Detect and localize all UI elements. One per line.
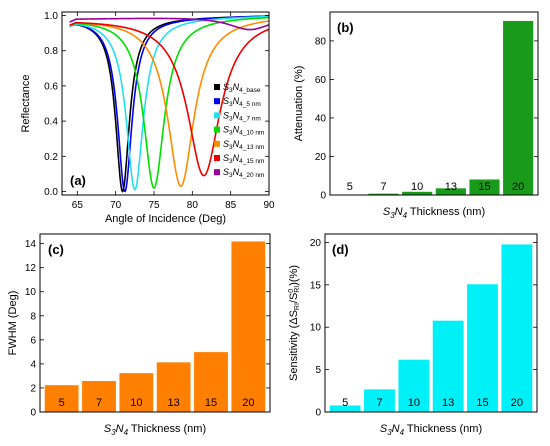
panel-c: 5 7 10 13 15 20 0 2 4 6 8 10 12 14 S3N4 Thickness (nm)… bbox=[7, 233, 271, 437]
x-tick-label-a: 90 bbox=[263, 200, 275, 211]
y-tick-label-b: 80 bbox=[315, 36, 327, 47]
legend-swatch-5 bbox=[214, 155, 220, 161]
bar-label-3: 13 bbox=[168, 397, 180, 409]
bar-5 bbox=[502, 20, 534, 196]
y-tick-label-c: 14 bbox=[25, 239, 37, 250]
panel-b: 5 7 10 13 15 20 0 20 40 60 80 S3N4 Thickness (nm) At… bbox=[293, 11, 539, 220]
bar-label-0: 5 bbox=[342, 397, 348, 409]
curve-2 bbox=[69, 15, 270, 191]
y-tick-label-c: 0 bbox=[30, 408, 36, 419]
y-tick-label-b: 60 bbox=[315, 75, 327, 86]
y-tick-label-a: 0.0 bbox=[44, 187, 58, 198]
bar-label-5: 20 bbox=[242, 397, 254, 409]
bar-label-1: 7 bbox=[380, 181, 386, 193]
panel-a: 65 70 75 80 85 90 0.0 0.2 0.4 0.6 0.8 1.0 Angle of I… bbox=[20, 11, 275, 225]
bar-label-2: 10 bbox=[130, 397, 142, 409]
legend-swatch-1 bbox=[214, 98, 220, 105]
bar-label-4: 15 bbox=[478, 181, 490, 193]
bar-label-2: 10 bbox=[411, 181, 423, 193]
bar-4 bbox=[466, 283, 499, 413]
y-tick-label-c: 2 bbox=[30, 383, 36, 394]
bar-1 bbox=[81, 380, 117, 413]
curve-5 bbox=[69, 21, 270, 177]
bar-label-1: 7 bbox=[96, 397, 102, 409]
bar-3 bbox=[156, 361, 192, 413]
legend-entry-4: S3N4_13 nm bbox=[223, 139, 264, 151]
y-tick-label-a: 1.0 bbox=[44, 11, 58, 22]
plot-frame-b bbox=[329, 11, 539, 196]
bar-5 bbox=[500, 243, 533, 413]
x-tick-label-a: 75 bbox=[148, 200, 160, 211]
y-tick-label-c: 8 bbox=[30, 311, 36, 322]
panel-label-a: (a) bbox=[70, 173, 86, 188]
y-axis-label-b: Attenuation (%) bbox=[293, 66, 305, 142]
y-tick-label-c: 12 bbox=[25, 263, 37, 274]
panel-label-d: (d) bbox=[332, 242, 349, 257]
bar-label-4: 15 bbox=[205, 397, 217, 409]
plot-frame-d bbox=[324, 233, 538, 413]
y-tick-label-b: 40 bbox=[315, 113, 327, 124]
legend-swatch-6 bbox=[214, 169, 220, 176]
bar-label-4: 15 bbox=[476, 397, 488, 409]
bar-2 bbox=[118, 372, 154, 413]
x-axis-label-b: S3N4 Thickness (nm) bbox=[383, 206, 485, 220]
y-tick-label-a: 0.8 bbox=[44, 46, 58, 57]
legend-entry-0: S3N4_base bbox=[223, 82, 261, 94]
bar-5 bbox=[230, 240, 266, 413]
curve-4 bbox=[69, 20, 270, 187]
legend-swatch-3 bbox=[214, 126, 220, 133]
y-tick-label-a: 0.4 bbox=[44, 117, 58, 128]
y-axis-label-c: FWHM (Deg) bbox=[7, 291, 19, 356]
x-axis-label-d: S3N4 Thickness (nm) bbox=[380, 423, 482, 437]
legend-entry-5: S3N4_15 nm bbox=[223, 153, 264, 165]
x-tick-label-a: 65 bbox=[72, 200, 84, 211]
bar-label-0: 5 bbox=[59, 397, 65, 409]
x-axis-label-c: S3N4 Thickness (nm) bbox=[104, 423, 206, 437]
x-tick-label-a: 70 bbox=[110, 200, 122, 211]
bar-4 bbox=[193, 351, 229, 413]
bar-label-3: 13 bbox=[442, 397, 454, 409]
plot-frame-a bbox=[61, 11, 270, 196]
plot-frame-c bbox=[39, 233, 271, 413]
legend-swatch-4 bbox=[214, 140, 220, 147]
bar-label-5: 20 bbox=[512, 181, 524, 193]
bar-label-2: 10 bbox=[408, 397, 420, 409]
x-tick-label-a: 80 bbox=[187, 200, 199, 211]
bar-2 bbox=[397, 359, 430, 413]
x-axis-label-a: Angle of Incidence (Deg) bbox=[105, 213, 226, 225]
y-tick-label-d: 10 bbox=[310, 323, 322, 334]
y-tick-label-c: 4 bbox=[30, 359, 36, 370]
y-tick-label-d: 20 bbox=[310, 238, 322, 249]
panel-label-c: (c) bbox=[48, 242, 64, 257]
y-tick-label-a: 0.6 bbox=[44, 81, 58, 92]
y-tick-label-d: 5 bbox=[315, 365, 321, 376]
curve-3 bbox=[69, 16, 270, 189]
y-axis-label-d: Sensitivity (ΔSRI/S0RI)(%) bbox=[288, 265, 301, 381]
legend-swatch-0 bbox=[214, 84, 220, 90]
x-tick-label-a: 85 bbox=[225, 200, 237, 211]
y-tick-label-d: 15 bbox=[310, 280, 322, 291]
y-axis-label-a: Reflectance bbox=[20, 74, 32, 132]
bar-label-3: 13 bbox=[445, 181, 457, 193]
y-tick-label-a: 0.2 bbox=[44, 152, 58, 163]
legend-swatch-2 bbox=[214, 112, 220, 119]
panel-d: 5 7 10 13 15 20 0 5 10 15 20 S3N4 Thickness (nm) Sen… bbox=[288, 233, 538, 437]
bar-label-1: 7 bbox=[376, 397, 382, 409]
legend-entry-2: S3N4_7 nm bbox=[223, 110, 261, 122]
y-tick-label-c: 10 bbox=[25, 287, 37, 298]
panel-label-b: (b) bbox=[337, 20, 354, 35]
y-tick-label-c: 6 bbox=[30, 335, 36, 346]
legend-entry-1: S3N4_5 nm bbox=[223, 96, 261, 108]
bar-label-0: 5 bbox=[347, 181, 353, 193]
bar-3 bbox=[432, 320, 465, 413]
y-tick-label-d: 0 bbox=[315, 408, 321, 419]
legend-entry-6: S3N4_20 nm bbox=[223, 167, 264, 179]
bar-label-5: 20 bbox=[511, 397, 523, 409]
y-tick-label-b: 20 bbox=[315, 152, 327, 163]
curve-6 bbox=[69, 17, 270, 31]
bar-0 bbox=[44, 384, 80, 413]
legend-entry-3: S3N4_10 nm bbox=[223, 125, 264, 137]
y-tick-label-b: 0 bbox=[320, 191, 326, 202]
